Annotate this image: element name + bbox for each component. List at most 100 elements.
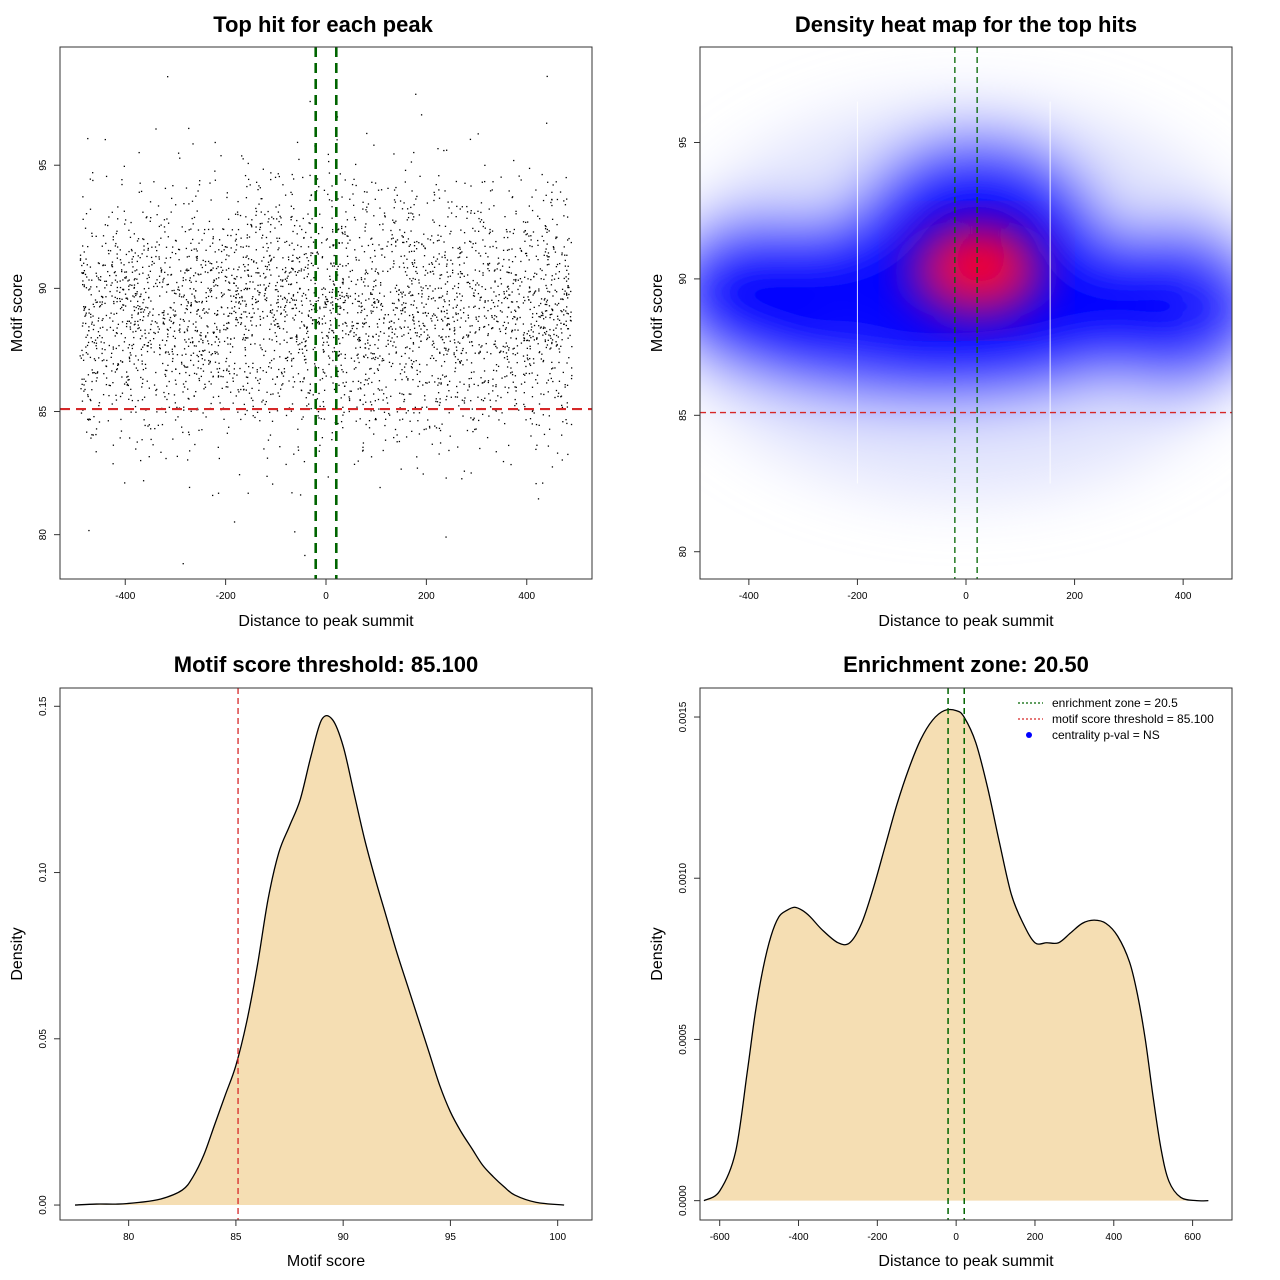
scatter-point <box>536 273 538 275</box>
scatter-point <box>570 290 572 293</box>
scatter-point <box>108 394 110 397</box>
scatter-point <box>552 184 554 186</box>
scatter-point <box>426 382 428 384</box>
scatter-point <box>481 286 483 288</box>
scatter-point <box>338 324 340 327</box>
scatter-point <box>543 393 545 396</box>
y-tick-label: 95 <box>38 159 49 171</box>
scatter-point <box>551 341 553 344</box>
scatter-point <box>462 337 464 339</box>
scatter-point <box>377 347 379 349</box>
scatter-point <box>117 218 119 220</box>
scatter-point <box>145 367 147 370</box>
scatter-point <box>89 418 91 421</box>
scatter-point <box>408 245 410 247</box>
scatter-point <box>537 343 539 345</box>
scatter-point <box>89 208 92 210</box>
scatter-point <box>470 185 472 187</box>
scatter-point <box>105 175 108 178</box>
scatter-point <box>86 431 88 433</box>
scatter-point <box>425 269 427 272</box>
scatter-point <box>383 295 385 297</box>
scatter-point <box>485 342 487 345</box>
scatter-point <box>551 342 553 345</box>
scatter-point <box>166 333 169 335</box>
scatter-point <box>492 327 494 329</box>
scatter-point <box>147 281 149 284</box>
scatter-point <box>198 429 200 432</box>
scatter-point <box>290 410 293 412</box>
scatter-point <box>518 293 520 295</box>
scatter-point <box>535 189 537 191</box>
scatter-point <box>266 475 268 477</box>
scatter-point <box>135 411 137 413</box>
scatter-point <box>88 312 90 314</box>
scatter-point <box>418 279 420 281</box>
scatter-point <box>372 286 375 288</box>
scatter-point <box>362 355 365 357</box>
scatter-point <box>302 176 304 179</box>
scatter-point <box>402 236 404 238</box>
scatter-point <box>446 309 448 311</box>
scatter-point <box>291 173 293 176</box>
scatter-point <box>154 427 156 430</box>
scatter-point <box>513 315 515 318</box>
scatter-point <box>538 305 540 307</box>
scatter-point <box>87 137 89 140</box>
scatter-point <box>494 269 496 271</box>
scatter-point <box>208 359 210 362</box>
scatter-point <box>505 342 507 344</box>
scatter-point <box>200 317 203 319</box>
scatter-point <box>567 297 569 299</box>
scatter-point <box>506 271 508 273</box>
scatter-point <box>131 250 133 252</box>
scatter-point <box>229 343 232 345</box>
scatter-point <box>220 250 223 253</box>
x-tick-label: 0 <box>953 1232 959 1243</box>
scatter-point <box>337 422 339 425</box>
scatter-point <box>530 336 532 339</box>
scatter-point <box>185 269 187 271</box>
y-tick-label: 0.0015 <box>678 701 689 732</box>
scatter-point <box>187 326 189 328</box>
scatter-point <box>166 385 168 387</box>
scatter-point <box>398 293 400 296</box>
scatter-point <box>258 272 260 274</box>
scatter-point <box>567 278 570 280</box>
scatter-point <box>487 381 489 384</box>
scatter-point <box>190 302 192 304</box>
scatter-point <box>406 208 409 210</box>
scatter-point <box>321 288 323 291</box>
scatter-point <box>102 318 104 320</box>
scatter-point <box>297 257 299 260</box>
scatter-point <box>362 201 364 203</box>
scatter-point <box>287 256 290 258</box>
scatter-point <box>165 411 167 413</box>
scatter-point <box>266 268 268 271</box>
scatter-point <box>422 322 424 325</box>
scatter-point <box>111 266 114 268</box>
scatter-point <box>405 376 408 378</box>
scatter-point <box>173 330 176 332</box>
scatter-point <box>516 319 518 321</box>
scatter-point <box>434 425 436 427</box>
scatter-point <box>551 313 553 315</box>
scatter-point <box>210 295 213 298</box>
scatter-point <box>374 255 376 257</box>
scatter-point <box>548 334 550 336</box>
scatter-point <box>286 301 288 303</box>
scatter-point <box>296 334 298 336</box>
scatter-point <box>406 274 408 276</box>
scatter-point <box>489 399 491 401</box>
scatter-point <box>549 316 551 319</box>
scatter-point <box>531 196 533 198</box>
scatter-point <box>271 216 273 218</box>
scatter-point <box>190 303 192 306</box>
scatter-point <box>522 334 525 336</box>
scatter-point <box>251 226 253 228</box>
scatter-point <box>398 266 401 268</box>
scatter-point <box>373 215 375 217</box>
distance-density-axes: -600 -400 -200 0 200 400 6000.00000.00050.0010… <box>678 701 1201 1243</box>
scatter-point <box>490 353 492 355</box>
scatter-point <box>135 367 138 369</box>
